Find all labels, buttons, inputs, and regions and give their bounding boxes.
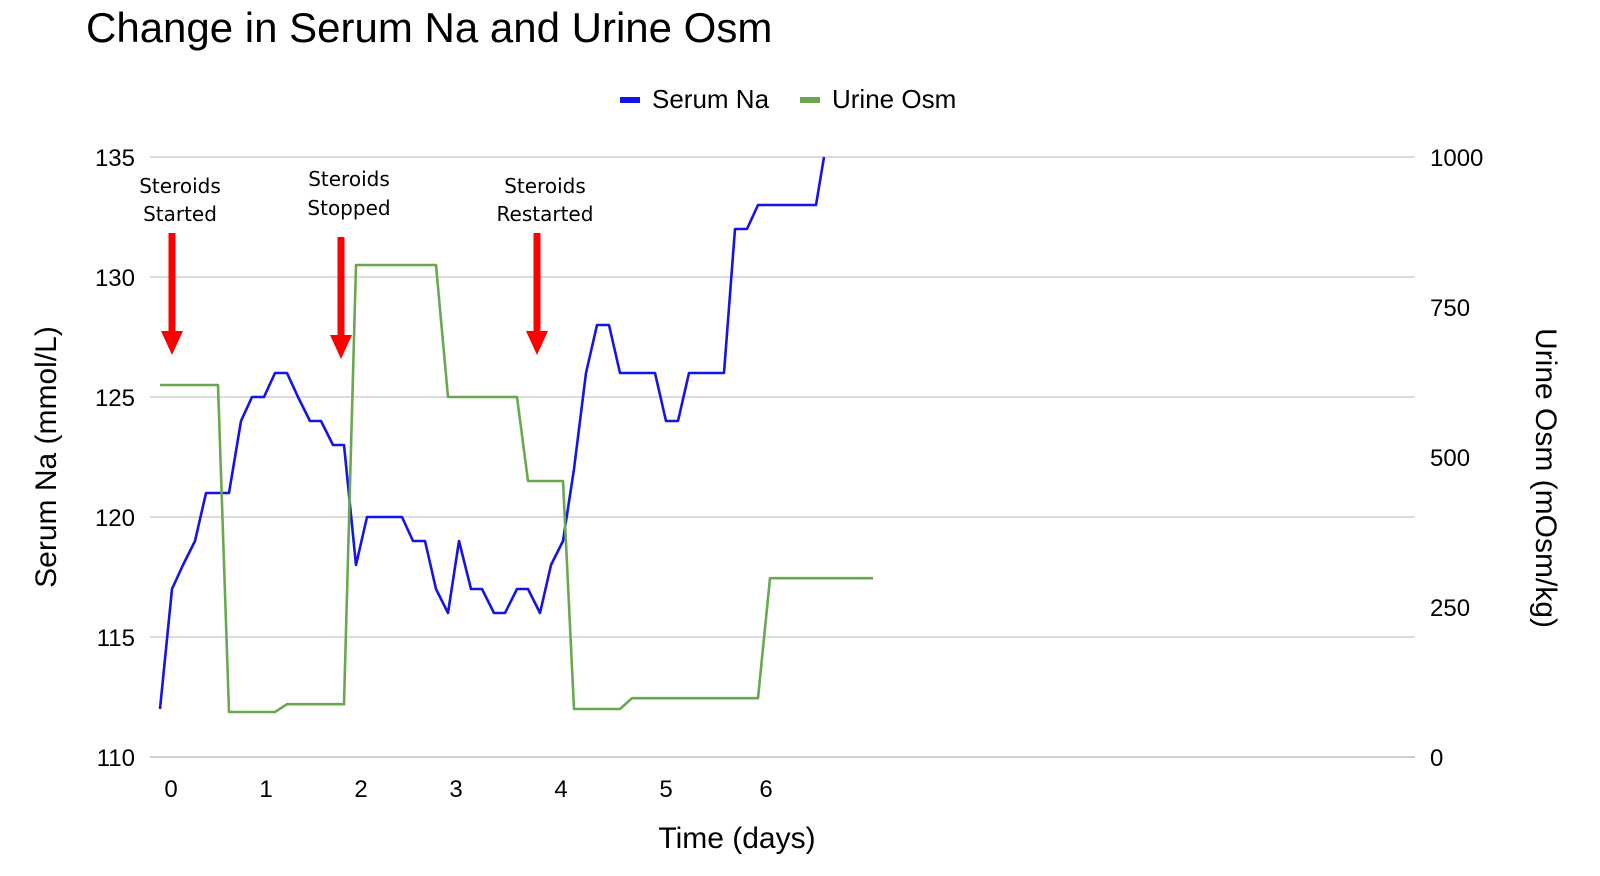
tick-labels: 110 115 120 125 130 135 0 250 500 750 1000 0 1 2 3 4 5 6 xyxy=(95,145,1483,803)
x-tick-label: 4 xyxy=(554,776,567,803)
annotation-text: Steroids xyxy=(139,174,221,198)
y-axis-right-title: Urine Osm (mOsm/kg) xyxy=(1529,328,1562,628)
annotation-arrow-head xyxy=(330,335,352,359)
y-right-tick-label: 500 xyxy=(1430,445,1470,472)
series-line-urine-osm xyxy=(160,263,873,714)
annotation-arrow-shaft xyxy=(337,237,345,337)
legend-swatch-serum-na xyxy=(620,96,640,103)
legend-item-serum-na: Serum Na xyxy=(620,84,769,115)
gridlines xyxy=(150,156,1415,758)
x-tick-label: 1 xyxy=(259,776,272,803)
annotation-text: Restarted xyxy=(497,202,594,226)
chart-title: Change in Serum Na and Urine Osm xyxy=(86,4,773,51)
annotation-text: Steroids xyxy=(308,167,390,191)
annotations: Steroids Started Steroids Stopped Steroids Re… xyxy=(139,167,593,359)
annotation-arrow-shaft xyxy=(533,233,541,333)
y-right-tick-label: 0 xyxy=(1430,745,1443,772)
x-tick-label: 6 xyxy=(759,776,772,803)
legend-label-serum-na: Serum Na xyxy=(652,84,770,114)
legend: Serum Na Urine Osm xyxy=(0,84,1560,120)
x-tick-label: 0 xyxy=(164,776,177,803)
y-left-tick-label: 115 xyxy=(97,625,135,652)
y-left-tick-label: 125 xyxy=(95,385,135,412)
y-right-tick-label: 750 xyxy=(1430,295,1470,322)
series-line-serum-na xyxy=(158,156,826,710)
legend-label-urine-osm: Urine Osm xyxy=(832,84,957,114)
annotation-arrow-head xyxy=(161,331,183,355)
y-left-tick-label: 120 xyxy=(95,505,135,532)
annotation-arrow-shaft xyxy=(168,233,176,333)
annotation-text: Started xyxy=(143,202,217,226)
x-tick-label: 3 xyxy=(449,776,462,803)
x-axis-title: Time (days) xyxy=(658,822,815,855)
y-left-tick-label: 130 xyxy=(95,265,135,292)
annotation-text: Steroids xyxy=(504,174,586,198)
annotation-text: Stopped xyxy=(307,196,390,220)
y-right-tick-label: 1000 xyxy=(1430,145,1483,172)
y-axis-left-title: Serum Na (mmol/L) xyxy=(30,326,63,588)
y-left-tick-label: 135 xyxy=(95,145,135,172)
y-right-tick-label: 250 xyxy=(1430,595,1470,622)
annotation-arrow-head xyxy=(526,331,548,355)
legend-item-urine-osm: Urine Osm xyxy=(800,84,956,115)
y-left-tick-label: 110 xyxy=(97,745,135,772)
series-lines xyxy=(158,156,873,714)
x-tick-label: 2 xyxy=(354,776,367,803)
legend-swatch-urine-osm xyxy=(800,96,820,103)
x-tick-label: 5 xyxy=(659,776,672,803)
